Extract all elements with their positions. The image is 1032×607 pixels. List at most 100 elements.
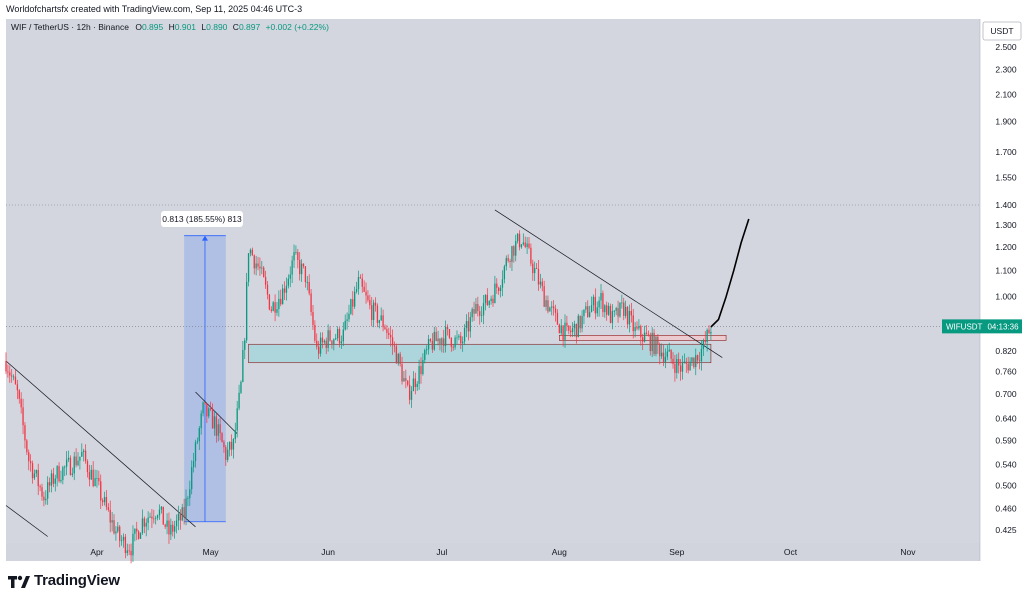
candle-down	[371, 305, 373, 320]
candle-up	[454, 337, 456, 348]
candle-down	[623, 302, 625, 316]
candle-up	[706, 329, 708, 342]
candle-down	[374, 302, 377, 306]
candle-up	[285, 285, 288, 293]
candle-up	[700, 348, 703, 362]
y-tick-label: 0.540	[995, 460, 1017, 470]
candle-up	[539, 281, 542, 285]
candle-down	[662, 352, 665, 363]
x-tick-label: Apr	[90, 547, 103, 557]
candle-up	[346, 319, 348, 321]
candle-down	[414, 378, 416, 388]
currency-badge[interactable]: USDT	[982, 21, 1022, 41]
x-tick-label: Sep	[669, 547, 684, 557]
measure-label: 0.813 (185.55%) 813	[161, 211, 243, 227]
candle-up	[147, 517, 149, 523]
candle-up	[200, 413, 202, 429]
candle-up	[306, 281, 308, 283]
measure-label-text: 0.813 (185.55%) 813	[162, 214, 242, 224]
candle-down	[672, 358, 674, 365]
candle-down	[420, 366, 422, 375]
candle-up	[175, 520, 178, 527]
candle-up	[344, 320, 346, 330]
y-tick-label: 0.700	[995, 389, 1017, 399]
candle-down	[41, 487, 43, 497]
candle-up	[621, 302, 623, 304]
tradingview-logo-icon	[8, 574, 30, 588]
candle-down	[280, 298, 282, 305]
candle-up	[372, 302, 375, 320]
candle-up	[710, 331, 712, 334]
candle-down	[270, 309, 272, 311]
candle-up	[111, 520, 113, 523]
candle-down	[268, 294, 271, 310]
candle-up	[588, 312, 591, 317]
candle-down	[221, 433, 223, 443]
candle-up	[281, 288, 284, 305]
candle-up	[522, 242, 524, 245]
candle-down	[37, 470, 39, 487]
candle-up	[480, 315, 483, 317]
candle-down	[698, 360, 701, 362]
candle-up	[560, 325, 562, 334]
candle-down	[636, 326, 638, 329]
candle-down	[274, 302, 276, 313]
candle-down	[314, 325, 316, 341]
candle-down	[168, 520, 170, 535]
candle-down	[376, 305, 379, 323]
candle-down	[352, 299, 354, 307]
x-tick-label: Oct	[784, 547, 798, 557]
candle-down	[537, 269, 540, 285]
candle-up	[217, 424, 219, 436]
candle-up	[255, 263, 257, 269]
trendline	[5, 360, 196, 528]
candle-down	[617, 308, 619, 317]
candle-down	[431, 340, 434, 350]
candle-down	[52, 473, 55, 484]
candle-down	[594, 296, 596, 314]
candle-up	[50, 473, 53, 486]
tradingview-logo[interactable]: TradingView	[8, 572, 120, 589]
candle-down	[670, 349, 672, 359]
candle-up	[515, 241, 517, 256]
candle-down	[382, 315, 384, 328]
candle-down	[626, 306, 629, 325]
y-tick-label: 2.100	[995, 89, 1017, 99]
candle-down	[708, 329, 710, 334]
candle-down	[384, 327, 386, 330]
candle-down	[24, 425, 26, 441]
candle-down	[251, 249, 254, 256]
candle-down	[558, 324, 560, 334]
candle-up	[676, 358, 678, 373]
y-tick-label: 0.425	[995, 525, 1017, 535]
candle-up	[355, 289, 358, 292]
candle-down	[647, 334, 650, 336]
candle-up	[238, 392, 240, 409]
candle-down	[130, 550, 132, 556]
candle-down	[7, 371, 9, 373]
candle-down	[183, 507, 185, 518]
candle-down	[535, 268, 538, 270]
candle-down	[460, 335, 462, 344]
last-price-tag-bg	[942, 319, 1022, 334]
candle-up	[120, 540, 123, 542]
candle-down	[101, 500, 104, 503]
candle-down	[498, 287, 500, 291]
candle-down	[9, 372, 11, 376]
candle-up	[571, 328, 574, 333]
candle-up	[505, 258, 507, 267]
candle-up	[596, 307, 598, 314]
candle-up	[181, 507, 183, 521]
candle-up	[64, 466, 66, 468]
candle-up	[604, 305, 606, 313]
candle-up	[342, 329, 344, 342]
candle-down	[640, 325, 642, 338]
candle-up	[397, 353, 399, 364]
candle-up	[173, 526, 176, 532]
candle-up	[615, 308, 617, 311]
candle-up	[412, 378, 415, 392]
candle-down	[679, 365, 682, 372]
candle-down	[5, 360, 7, 372]
